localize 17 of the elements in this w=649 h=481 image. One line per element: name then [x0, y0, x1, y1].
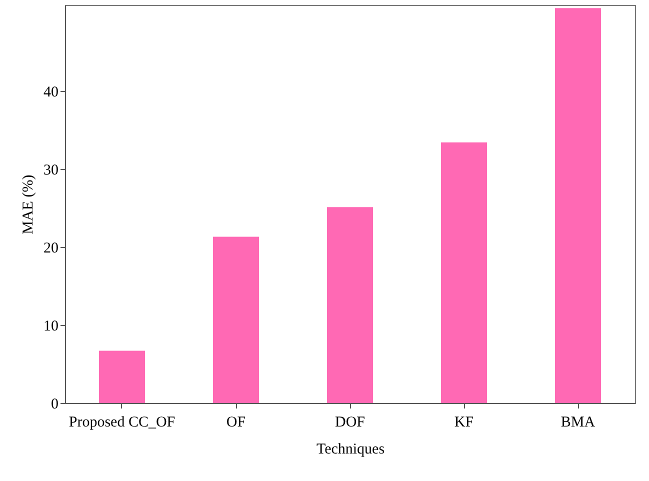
bar — [555, 8, 601, 403]
x-axis-title: Techniques — [316, 442, 385, 458]
x-tick-label: BMA — [560, 414, 596, 430]
y-tick-label: 10 — [44, 318, 58, 334]
x-tick-label: KF — [454, 414, 474, 430]
bar — [441, 142, 487, 403]
y-tick-label: 40 — [44, 84, 58, 100]
bar — [213, 236, 259, 403]
y-tick-label: 30 — [44, 162, 58, 178]
x-tick-label: OF — [226, 414, 246, 430]
y-axis-title: MAE (%) — [20, 174, 36, 234]
bar — [327, 207, 373, 403]
x-tick-label: DOF — [334, 414, 366, 430]
x-tick-label: Proposed CC_OF — [68, 414, 176, 430]
bar — [99, 350, 145, 403]
y-tick-label: 0 — [51, 396, 58, 412]
y-tick-label: 20 — [44, 240, 58, 256]
